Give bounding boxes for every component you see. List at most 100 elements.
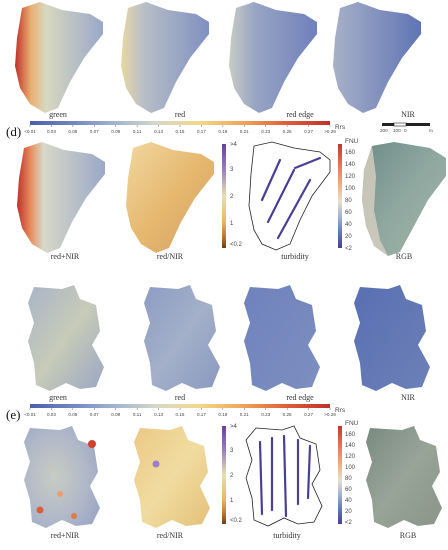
rrs-tick-label: 0.07 (90, 412, 99, 417)
map-e-rgb (366, 426, 442, 528)
map-e-red (144, 285, 220, 391)
panel-e-derived-svg (24, 425, 442, 528)
turb-tick-e-3: 100 (345, 465, 356, 471)
rrs-tick-label: 0.11 (133, 412, 142, 417)
panel-e-band-maps (0, 283, 448, 398)
rrs-tick-label: 0.09 (111, 412, 120, 417)
turbidity-unit-e: FNU (345, 420, 359, 427)
label-e-rednir: red+NIR (50, 531, 80, 540)
label-e-red: red (174, 393, 186, 402)
rrs-tick-label: 0.15 (176, 412, 185, 417)
label-d-green: green (49, 110, 67, 119)
rrs-gradient-bar-e (30, 404, 330, 408)
scalebar-label-0: 0 (404, 128, 407, 133)
label-d-rededge: red edge (286, 110, 314, 119)
rrs-tick-label: 0.03 (47, 129, 56, 134)
panel-e-letter: (e) (6, 407, 21, 422)
map-d-rednir (17, 142, 105, 253)
rrs-tick-label: 0.05 (68, 129, 77, 134)
turb-tick-e-7: 20 (345, 509, 352, 515)
turb-tick-d-3: 100 (345, 186, 356, 192)
map-e-green (28, 285, 104, 391)
rednir-e-hotspots (36, 440, 96, 519)
ratio-tick-d-3: 1 (230, 221, 234, 227)
rrs-tick-label: 0.25 (283, 129, 292, 134)
ratio-ticks-e: >4 3 2 1 <0.2 (230, 424, 250, 528)
rrs-ticks-e: <0.01 0.03 0.05 0.07 0.09 0.11 0.13 0.15 0.17 0.1… (24, 408, 336, 417)
ratio-e-spot (152, 460, 160, 468)
ratio-tick-d-1: 3 (230, 167, 234, 173)
turb-tick-e-5: 60 (345, 487, 352, 493)
turbidity-ticks-e: 160 140 120 100 80 60 40 20 <2 (345, 432, 369, 528)
rrs-tick-label: <0.01 (24, 412, 36, 417)
rrs-tick-label: 0.07 (90, 129, 99, 134)
turb-tick-d-2: 120 (345, 174, 356, 180)
turbidity-transects-e (258, 434, 312, 518)
label-e-green: green (49, 393, 67, 402)
label-e-ratio: red/NIR (156, 531, 184, 540)
rrs-tick-label: 0.19 (218, 412, 227, 417)
label-e-rgb: RGB (399, 531, 417, 540)
map-d-red (121, 2, 209, 113)
ratio-tick-d-2: 2 (230, 194, 234, 200)
rrs-colorbar-e-svg: <0.01 0.03 0.05 0.07 0.09 0.11 0.13 0.15 0.17 0.1… (24, 404, 336, 417)
rrs-tick-label: 0.05 (68, 412, 77, 417)
turb-tick-e-1: 140 (345, 443, 356, 449)
rrs-colorbar-d-svg: <0.01 0.03 0.05 0.07 0.09 0.11 0.13 0.15 0.17 0.1… (24, 121, 336, 134)
scalebar: 200 100 0 m (380, 121, 440, 135)
turb-tick-d-0: 160 (345, 150, 356, 156)
rrs-colorbar-d: <0.01 0.03 0.05 0.07 0.09 0.11 0.13 0.15 0.17 0.1… (24, 121, 360, 135)
panel-d-derived (0, 140, 448, 265)
ratio-tick-e-0: >4 (230, 424, 237, 430)
rrs-unit-d: Rrs (335, 124, 346, 131)
rgb-d-shore (362, 146, 388, 256)
label-e-nir: NIR (401, 393, 415, 402)
ratio-tick-d-4: <0.2 (230, 242, 242, 248)
label-d-rednir: red+NIR (50, 252, 80, 261)
label-d-red: red (174, 110, 186, 119)
rrs-tick-label: 0.13 (154, 412, 163, 417)
turbidity-colorbar-d (338, 144, 342, 248)
rrs-tick-label: <0.01 (24, 129, 36, 134)
rrs-gradient-bar (30, 121, 330, 125)
label-d-ratio: red/NIR (156, 252, 184, 261)
rrs-tick-label: 0.17 (197, 412, 206, 417)
rrs-tick-label: 0.23 (261, 412, 270, 417)
rrs-tick-label: 0.13 (154, 129, 163, 134)
turb-tick-d-5: 60 (345, 210, 352, 216)
map-e-rededge (244, 285, 320, 391)
turb-tick-e-8: <2 (345, 520, 352, 526)
map-d-nir (333, 2, 421, 113)
rrs-tick-label: 0.03 (47, 412, 56, 417)
rrs-tick-label: 0.27 (304, 412, 313, 417)
ratio-tick-e-4: <0.2 (230, 518, 242, 524)
scalebar-label-200: 200 (380, 128, 388, 133)
rrs-tick-label: 0.15 (176, 129, 185, 134)
turb-tick-e-4: 80 (345, 476, 352, 482)
map-e-rednir-ratio (134, 426, 210, 528)
map-d-rednir-ratio (126, 142, 214, 253)
ratio-tick-d-0: >4 (230, 142, 237, 148)
turb-tick-d-4: 80 (345, 198, 352, 204)
rrs-tick-label: >0.29 (324, 129, 336, 134)
panel-d-derived-svg (17, 141, 446, 256)
panel-e-band-svg (28, 285, 430, 391)
label-d-rgb: RGB (395, 252, 413, 261)
ratio-colorbar-d (222, 144, 226, 248)
rrs-tick-label: 0.23 (261, 129, 270, 134)
scalebar-label-m: m (429, 128, 433, 133)
rrs-tick-label: 0.19 (218, 129, 227, 134)
turb-tick-e-2: 120 (345, 454, 356, 460)
rrs-colorbar-e: <0.01 0.03 0.05 0.07 0.09 0.11 0.13 0.15 0.17 0.1… (24, 404, 360, 418)
rrs-tick-label: 0.27 (304, 129, 313, 134)
turb-tick-d-1: 140 (345, 162, 356, 168)
panel-d-band-maps (0, 0, 448, 120)
turb-tick-e-0: 160 (345, 432, 356, 438)
rrs-tick-label: 0.09 (111, 129, 120, 134)
rrs-unit-e: Rrs (335, 407, 346, 414)
map-d-rededge (229, 2, 317, 113)
rrs-tick-label: 0.21 (240, 129, 249, 134)
label-e-rededge: red edge (286, 393, 314, 402)
ratio-tick-e-1: 3 (230, 448, 234, 454)
map-d-rgb (362, 142, 446, 256)
